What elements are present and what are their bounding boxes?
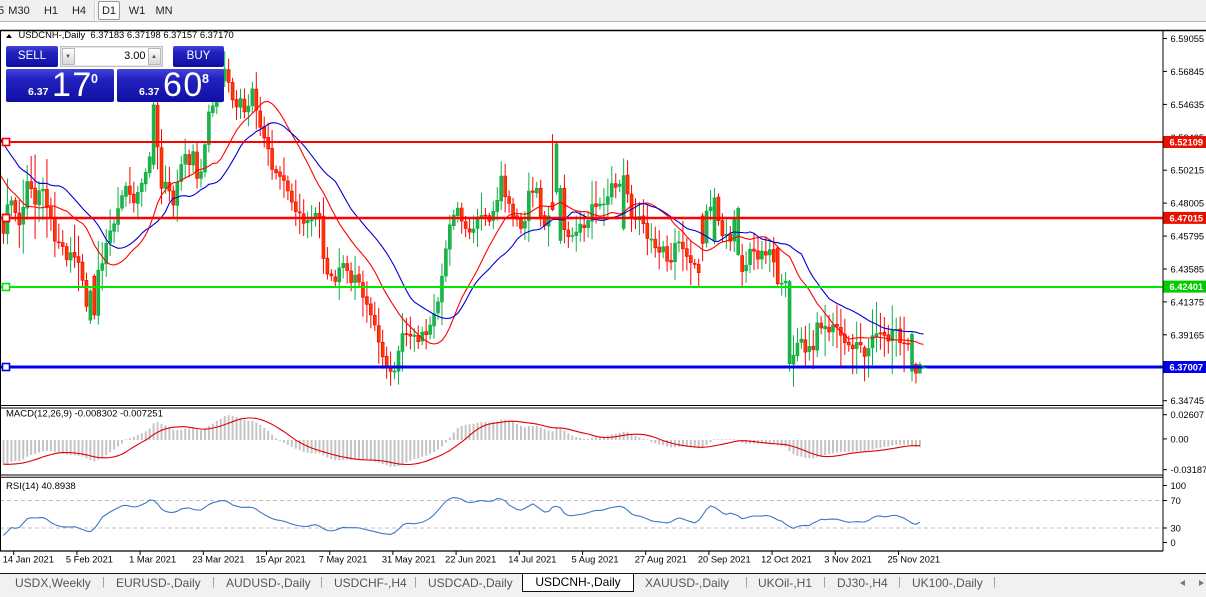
svg-text:6.56845: 6.56845 (1171, 67, 1205, 77)
svg-text:7 May 2021: 7 May 2021 (319, 555, 368, 565)
svg-text:0.02607: 0.02607 (1171, 410, 1205, 420)
svg-text:14 Jan 2021: 14 Jan 2021 (3, 555, 54, 565)
svg-text:6.59055: 6.59055 (1171, 34, 1205, 44)
svg-text:6.47015: 6.47015 (1170, 213, 1204, 223)
svg-text:23 Mar 2021: 23 Mar 2021 (192, 555, 244, 565)
svg-text:6.41375: 6.41375 (1171, 297, 1205, 307)
svg-text:5 Aug 2021: 5 Aug 2021 (572, 555, 619, 565)
svg-text:-0.03187: -0.03187 (1171, 465, 1206, 475)
svg-text:6.43585: 6.43585 (1171, 265, 1205, 275)
svg-text:3 Nov 2021: 3 Nov 2021 (824, 555, 872, 565)
svg-text:14 Jul 2021: 14 Jul 2021 (508, 555, 556, 565)
svg-text:6.52109: 6.52109 (1170, 138, 1204, 148)
svg-text:RSI(14) 40.8938: RSI(14) 40.8938 (6, 481, 76, 492)
svg-text:1 Mar 2021: 1 Mar 2021 (129, 555, 176, 565)
svg-text:12 Oct 2021: 12 Oct 2021 (761, 555, 812, 565)
svg-text:20 Sep 2021: 20 Sep 2021 (698, 555, 751, 565)
svg-text:70: 70 (1171, 496, 1181, 506)
svg-text:6.50215: 6.50215 (1171, 166, 1205, 176)
svg-text:25 Nov 2021: 25 Nov 2021 (888, 555, 941, 565)
svg-text:27 Aug 2021: 27 Aug 2021 (635, 555, 687, 565)
svg-text:5 Feb 2021: 5 Feb 2021 (66, 555, 113, 565)
svg-text:22 Jun 2021: 22 Jun 2021 (445, 555, 496, 565)
svg-text:6.54635: 6.54635 (1171, 100, 1205, 110)
svg-text:0.00: 0.00 (1171, 434, 1189, 444)
svg-text:6.45795: 6.45795 (1171, 232, 1205, 242)
svg-text:0: 0 (1171, 538, 1176, 548)
svg-text:MACD(12,26,9) -0.008302 -0.007: MACD(12,26,9) -0.008302 -0.007251 (6, 409, 163, 420)
svg-text:30: 30 (1171, 524, 1181, 534)
svg-text:31 May 2021: 31 May 2021 (382, 555, 436, 565)
svg-text:6.48005: 6.48005 (1171, 199, 1205, 209)
svg-text:6.34745: 6.34745 (1171, 396, 1205, 406)
svg-text:6.39165: 6.39165 (1171, 330, 1205, 340)
svg-text:15 Apr 2021: 15 Apr 2021 (256, 555, 306, 565)
svg-text:100: 100 (1171, 481, 1187, 491)
svg-text:6.37007: 6.37007 (1170, 363, 1204, 373)
svg-text:6.42401: 6.42401 (1170, 282, 1204, 292)
